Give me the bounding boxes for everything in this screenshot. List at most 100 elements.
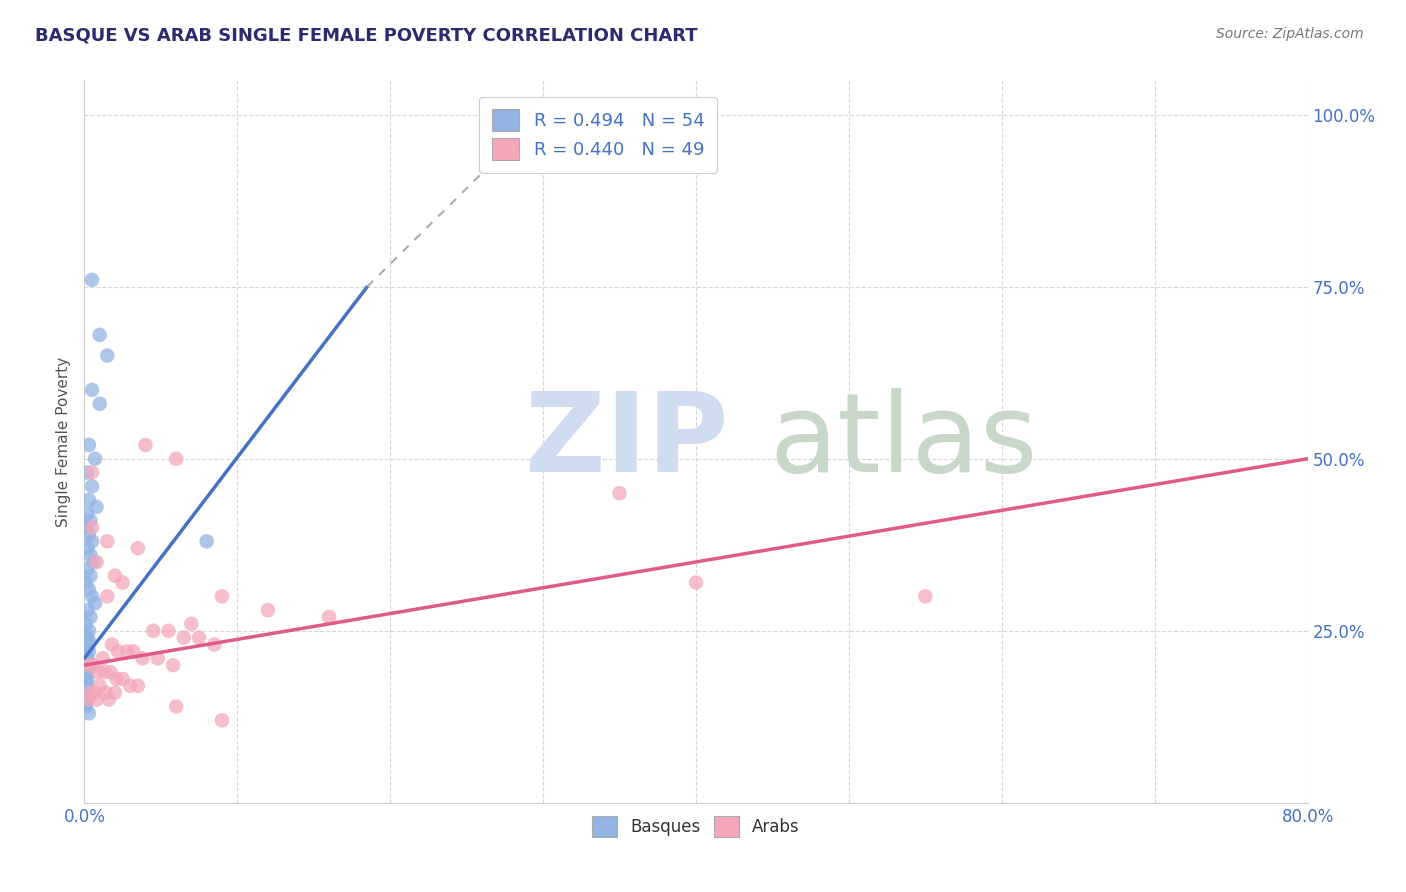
- Point: [80, 520, 103, 534]
- Point: [76, 562, 98, 576]
- Point: [79, 568, 101, 582]
- Point: [79, 686, 101, 700]
- Point: [89, 679, 111, 693]
- Point: [77, 644, 100, 658]
- Point: [83, 555, 105, 569]
- Point: [76, 631, 98, 645]
- Point: [79, 514, 101, 528]
- Point: [195, 534, 218, 549]
- Point: [75, 616, 97, 631]
- Point: [75, 638, 97, 652]
- Point: [84, 596, 107, 610]
- Point: [76, 466, 98, 480]
- Point: [77, 658, 100, 673]
- Y-axis label: Single Female Poverty: Single Female Poverty: [56, 357, 72, 526]
- Point: [188, 631, 211, 645]
- Point: [84, 686, 107, 700]
- Point: [77, 582, 100, 597]
- Point: [96, 534, 118, 549]
- Point: [162, 658, 184, 673]
- Point: [105, 672, 128, 686]
- Point: [75, 520, 97, 534]
- Point: [89, 327, 111, 342]
- Point: [211, 590, 233, 604]
- Point: [165, 451, 187, 466]
- Point: [127, 679, 149, 693]
- Point: [318, 610, 340, 624]
- Point: [115, 644, 138, 658]
- Point: [97, 692, 120, 706]
- Point: [84, 451, 107, 466]
- Point: [76, 692, 98, 706]
- Point: [77, 624, 100, 638]
- Point: [76, 686, 98, 700]
- Point: [202, 638, 225, 652]
- Point: [80, 479, 103, 493]
- Point: [76, 651, 98, 665]
- Point: [96, 590, 118, 604]
- Point: [79, 548, 101, 562]
- Point: [76, 603, 98, 617]
- Point: [122, 644, 145, 658]
- Point: [86, 555, 108, 569]
- Point: [127, 541, 149, 556]
- Point: [76, 658, 98, 673]
- Point: [75, 648, 97, 662]
- Point: [146, 651, 169, 665]
- Point: [98, 665, 121, 679]
- Point: [86, 500, 108, 514]
- Point: [211, 713, 233, 727]
- Point: [77, 527, 100, 541]
- Legend: Basques, Arabs: Basques, Arabs: [583, 808, 808, 845]
- Point: [104, 568, 127, 582]
- Point: [75, 668, 97, 682]
- Point: [111, 672, 134, 686]
- Point: [80, 383, 103, 397]
- Point: [75, 675, 97, 690]
- Text: atlas: atlas: [769, 388, 1038, 495]
- Point: [75, 627, 97, 641]
- Point: [75, 682, 97, 697]
- Point: [104, 686, 127, 700]
- Point: [86, 692, 108, 706]
- Point: [76, 679, 98, 693]
- Point: [111, 575, 134, 590]
- Point: [80, 590, 103, 604]
- Point: [76, 541, 98, 556]
- Point: [75, 662, 97, 676]
- Point: [75, 655, 97, 669]
- Point: [165, 699, 187, 714]
- Point: [75, 689, 97, 703]
- Point: [157, 624, 180, 638]
- Point: [142, 624, 165, 638]
- Point: [75, 575, 97, 590]
- Point: [180, 616, 202, 631]
- Point: [77, 493, 100, 508]
- Point: [75, 692, 97, 706]
- Text: BASQUE VS ARAB SINGLE FEMALE POVERTY CORRELATION CHART: BASQUE VS ARAB SINGLE FEMALE POVERTY COR…: [35, 27, 697, 45]
- Text: Source: ZipAtlas.com: Source: ZipAtlas.com: [1216, 27, 1364, 41]
- Point: [79, 610, 101, 624]
- Point: [91, 651, 114, 665]
- Point: [77, 634, 100, 648]
- Point: [609, 486, 631, 500]
- Point: [509, 128, 531, 143]
- Point: [80, 273, 103, 287]
- Point: [914, 590, 936, 604]
- Point: [120, 679, 142, 693]
- Point: [83, 658, 105, 673]
- Point: [135, 438, 157, 452]
- Point: [76, 640, 98, 655]
- Point: [173, 631, 195, 645]
- Point: [75, 699, 97, 714]
- Point: [80, 466, 103, 480]
- Text: ZIP: ZIP: [524, 388, 728, 495]
- Point: [93, 665, 115, 679]
- Point: [685, 575, 707, 590]
- Point: [77, 706, 100, 721]
- Point: [107, 644, 129, 658]
- Point: [75, 696, 97, 710]
- Point: [96, 349, 118, 363]
- Point: [76, 507, 98, 521]
- Point: [101, 638, 124, 652]
